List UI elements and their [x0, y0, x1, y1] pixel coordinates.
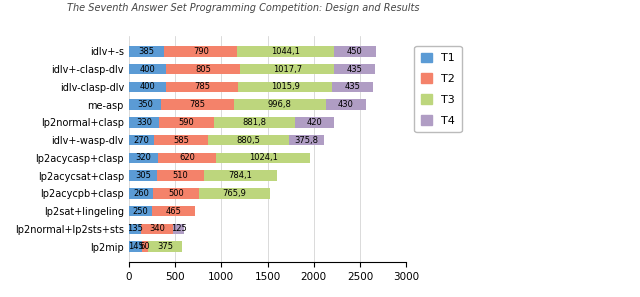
Text: 585: 585	[173, 136, 189, 145]
Bar	[129, 188, 153, 199]
Bar	[159, 153, 216, 163]
Text: 320: 320	[136, 154, 152, 162]
Bar	[204, 170, 276, 181]
Legend: T1, T2, T3, T4: T1, T2, T3, T4	[415, 46, 461, 132]
Bar	[129, 135, 154, 146]
Bar	[129, 224, 141, 234]
Text: 350: 350	[137, 100, 153, 109]
Bar	[334, 46, 376, 57]
Text: 880,5: 880,5	[237, 136, 260, 145]
Text: 60: 60	[140, 242, 150, 251]
Text: 340: 340	[149, 225, 165, 233]
Text: 1044,1: 1044,1	[271, 47, 300, 56]
Text: 375: 375	[157, 242, 173, 251]
Bar	[129, 153, 159, 163]
Text: 465: 465	[166, 207, 181, 216]
Text: 250: 250	[132, 207, 148, 216]
Text: 400: 400	[140, 65, 156, 74]
Bar	[334, 64, 374, 75]
Bar	[129, 170, 157, 181]
Bar	[237, 46, 334, 57]
Bar	[208, 135, 289, 146]
Bar	[214, 117, 296, 128]
Text: 784,1: 784,1	[228, 171, 252, 180]
Bar	[234, 99, 326, 110]
Text: 125: 125	[171, 225, 186, 233]
Text: 590: 590	[179, 118, 195, 127]
Text: 430: 430	[338, 100, 354, 109]
Bar	[153, 188, 199, 199]
Text: 400: 400	[140, 82, 156, 91]
Text: 790: 790	[193, 47, 209, 56]
Bar	[129, 64, 166, 75]
Text: 500: 500	[168, 189, 184, 198]
Text: 765,9: 765,9	[223, 189, 246, 198]
Bar	[141, 224, 173, 234]
Bar	[332, 82, 372, 92]
Text: 620: 620	[179, 154, 195, 162]
Bar	[199, 188, 270, 199]
Text: 785: 785	[189, 100, 205, 109]
Bar	[240, 64, 334, 75]
Text: 1024,1: 1024,1	[249, 154, 278, 162]
Bar	[129, 206, 152, 217]
Text: The Seventh Answer Set Programming Competition: Design and Results: The Seventh Answer Set Programming Compe…	[67, 3, 419, 13]
Text: 1017,7: 1017,7	[273, 65, 302, 74]
Bar	[166, 82, 239, 92]
Text: 305: 305	[135, 171, 151, 180]
Text: 805: 805	[195, 65, 211, 74]
Text: 375,8: 375,8	[294, 136, 319, 145]
Text: 1015,9: 1015,9	[271, 82, 300, 91]
Bar	[161, 99, 234, 110]
Bar	[296, 117, 334, 128]
Text: 270: 270	[133, 136, 149, 145]
Bar	[159, 117, 214, 128]
Text: 785: 785	[194, 82, 210, 91]
Text: 145: 145	[128, 242, 143, 251]
Text: 450: 450	[347, 47, 363, 56]
Text: 260: 260	[133, 189, 149, 198]
Bar	[326, 99, 365, 110]
Text: 881,8: 881,8	[243, 118, 267, 127]
Bar	[129, 241, 142, 252]
Text: 385: 385	[139, 47, 155, 56]
Bar	[164, 46, 237, 57]
Bar	[142, 241, 148, 252]
Bar	[216, 153, 310, 163]
Text: 420: 420	[307, 118, 323, 127]
Bar	[289, 135, 324, 146]
Bar	[129, 82, 166, 92]
Bar	[166, 64, 240, 75]
Bar	[129, 99, 161, 110]
Text: 996,8: 996,8	[268, 100, 292, 109]
Bar	[154, 135, 208, 146]
Bar	[173, 224, 184, 234]
Text: 435: 435	[346, 65, 362, 74]
Bar	[239, 82, 332, 92]
Text: 330: 330	[136, 118, 152, 127]
Text: 435: 435	[344, 82, 360, 91]
Bar	[129, 117, 159, 128]
Bar	[129, 46, 164, 57]
Bar	[157, 170, 204, 181]
Text: 510: 510	[173, 171, 189, 180]
Bar	[152, 206, 195, 217]
Bar	[148, 241, 182, 252]
Text: 135: 135	[127, 225, 143, 233]
